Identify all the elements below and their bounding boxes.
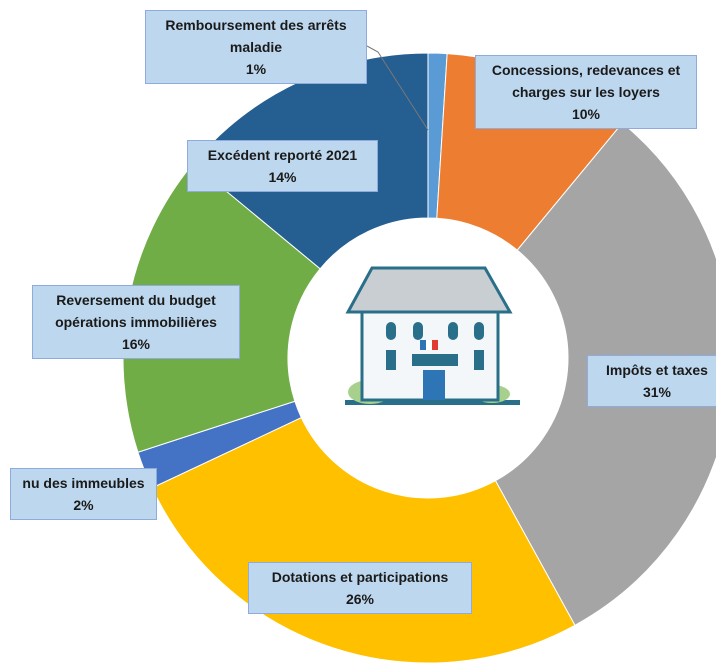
label-value: 31% <box>594 381 716 403</box>
label-value: 2% <box>17 494 150 516</box>
label-name: Excédent reporté 2021 <box>194 144 371 166</box>
label-name: Impôts et taxes <box>594 359 716 381</box>
label-value: 14% <box>194 166 371 188</box>
label-value: 16% <box>39 333 233 355</box>
label-value: 10% <box>482 103 690 125</box>
data-label: Concessions, redevances et charges sur l… <box>475 55 697 129</box>
label-name: Dotations et participations <box>255 566 465 588</box>
label-name: nu des immeubles <box>17 472 150 494</box>
label-value: 26% <box>255 588 465 610</box>
data-label: Reversement du budget opérations immobil… <box>32 285 240 359</box>
label-name: Concessions, redevances et charges sur l… <box>482 59 690 103</box>
label-name: Reversement du budget opérations immobil… <box>39 289 233 333</box>
chart: Remboursement des arrêts maladie1% Conces… <box>0 0 716 670</box>
label-name: Remboursement des arrêts maladie <box>152 14 360 58</box>
label-value: 1% <box>152 58 360 80</box>
town-hall-icon <box>345 268 520 405</box>
